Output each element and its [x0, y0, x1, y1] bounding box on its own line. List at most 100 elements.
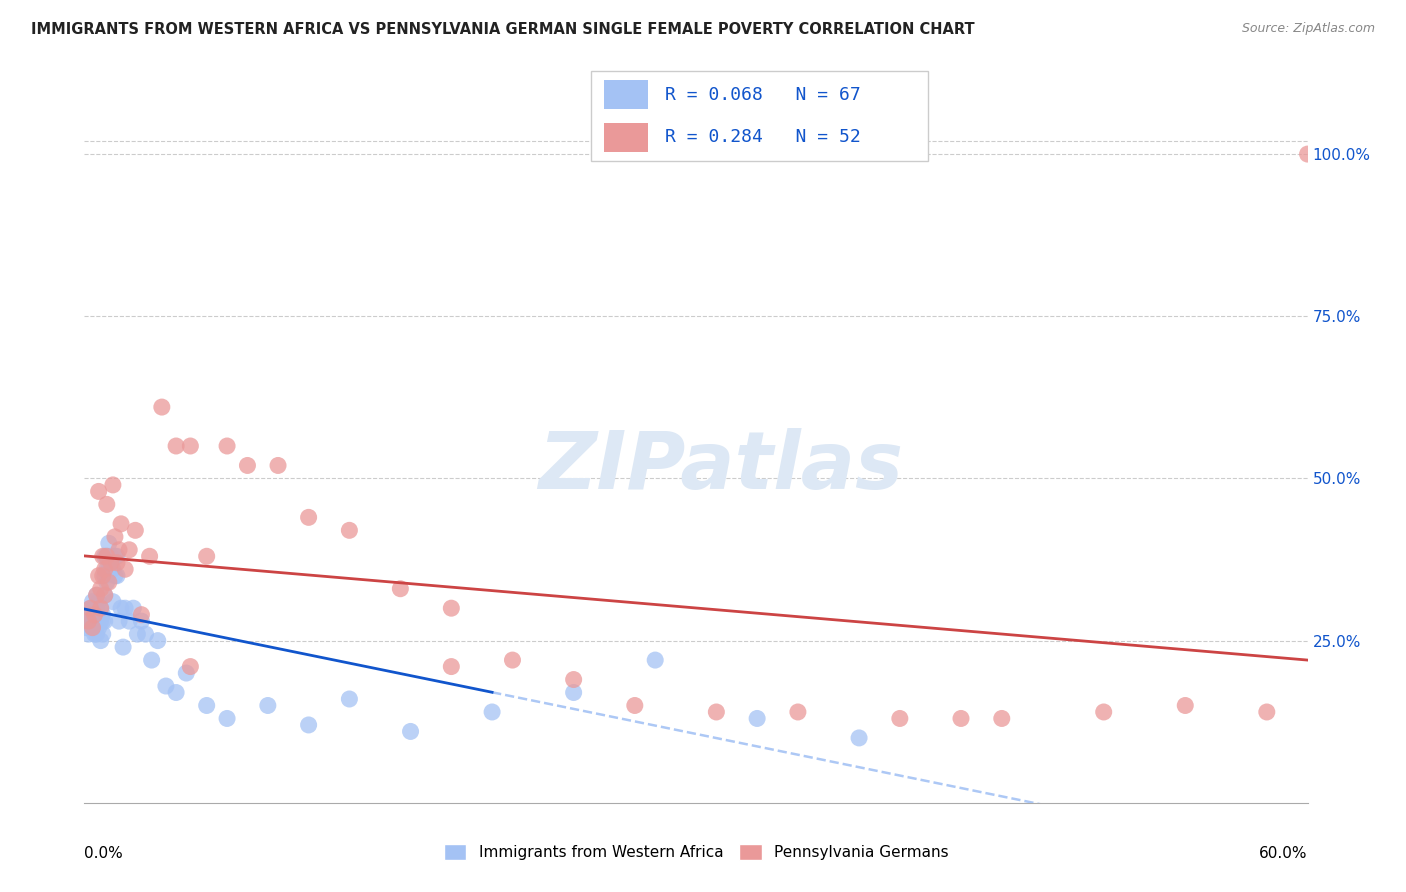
Point [217, 711, 239, 725]
Point [267, 458, 290, 473]
Point [502, 653, 524, 667]
Point [298, 510, 321, 524]
Point [93, 614, 115, 628]
Point [77, 614, 100, 628]
Point [77, 607, 100, 622]
Point [1092, 705, 1115, 719]
Point [114, 562, 136, 576]
Point [127, 627, 149, 641]
Point [179, 439, 201, 453]
Point [90, 614, 112, 628]
Point [82, 595, 104, 609]
Point [97, 536, 120, 550]
Point [122, 601, 145, 615]
Point [82, 621, 104, 635]
Text: ZIPatlas: ZIPatlas [538, 428, 903, 507]
Point [91, 614, 114, 628]
Point [195, 698, 218, 713]
Point [747, 711, 769, 725]
Point [93, 588, 115, 602]
Point [83, 621, 105, 635]
Point [96, 497, 118, 511]
Point [77, 627, 100, 641]
Text: 60.0%: 60.0% [1260, 846, 1308, 861]
Text: 0.0%: 0.0% [84, 846, 124, 861]
Point [138, 549, 160, 564]
Point [108, 542, 131, 557]
Point [481, 705, 503, 719]
Point [155, 679, 177, 693]
Text: R = 0.284   N = 52: R = 0.284 N = 52 [665, 128, 860, 146]
Point [87, 568, 110, 582]
Point [110, 601, 132, 615]
Point [91, 568, 114, 582]
Point [889, 711, 911, 725]
Point [101, 595, 124, 609]
Point [100, 549, 122, 564]
Point [104, 549, 127, 564]
Point [93, 549, 115, 564]
Point [114, 601, 136, 615]
Point [75, 621, 97, 635]
Point [141, 653, 163, 667]
Point [87, 595, 110, 609]
Point [83, 607, 105, 622]
Point [787, 705, 810, 719]
Point [1296, 147, 1319, 161]
Point [146, 633, 169, 648]
Point [86, 588, 108, 602]
Point [87, 607, 110, 622]
Point [562, 673, 585, 687]
Point [124, 524, 146, 538]
Point [150, 400, 173, 414]
Point [105, 568, 128, 582]
Point [105, 556, 128, 570]
Point [195, 549, 218, 564]
Point [1256, 705, 1278, 719]
Point [399, 724, 422, 739]
Point [165, 439, 187, 453]
Point [105, 549, 128, 564]
Point [339, 524, 361, 538]
Point [100, 556, 122, 570]
Point [440, 659, 463, 673]
Point [90, 601, 112, 615]
Point [91, 549, 114, 564]
FancyBboxPatch shape [605, 123, 648, 152]
Point [131, 614, 153, 628]
Point [644, 653, 666, 667]
Point [118, 614, 141, 628]
Point [298, 718, 321, 732]
Point [91, 607, 114, 622]
Point [93, 588, 115, 602]
Point [991, 711, 1014, 725]
Point [339, 692, 361, 706]
Point [97, 575, 120, 590]
Point [86, 627, 108, 641]
Point [82, 621, 104, 635]
Point [90, 582, 112, 596]
Point [706, 705, 728, 719]
Point [96, 549, 118, 564]
Point [257, 698, 280, 713]
Point [83, 627, 105, 641]
Point [108, 614, 131, 628]
Point [79, 601, 101, 615]
Point [86, 601, 108, 615]
Point [112, 640, 135, 654]
Point [97, 562, 120, 576]
Point [83, 601, 105, 615]
Point [96, 549, 118, 564]
Point [86, 588, 108, 602]
Point [90, 601, 112, 615]
Point [440, 601, 463, 615]
Text: R = 0.068   N = 67: R = 0.068 N = 67 [665, 86, 860, 103]
Point [96, 575, 118, 590]
Text: Source: ZipAtlas.com: Source: ZipAtlas.com [1241, 22, 1375, 36]
Point [174, 666, 197, 681]
Point [118, 542, 141, 557]
Point [104, 530, 127, 544]
Point [79, 601, 101, 615]
Point [100, 562, 122, 576]
Point [93, 562, 115, 576]
